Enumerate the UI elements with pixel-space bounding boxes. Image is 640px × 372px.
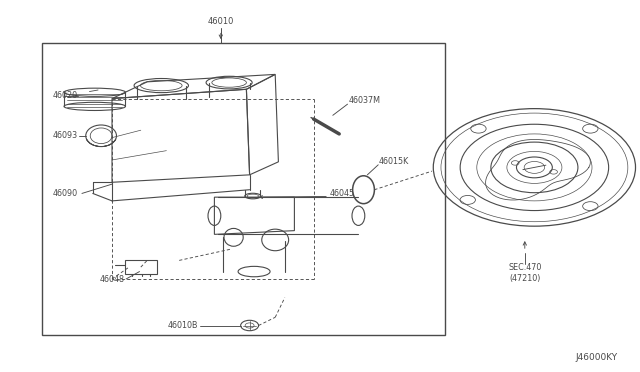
Bar — [125, 260, 157, 274]
Text: (47210): (47210) — [509, 275, 541, 283]
Text: 46045: 46045 — [330, 189, 355, 198]
Text: SEC.470: SEC.470 — [508, 263, 541, 272]
Text: J46000KY: J46000KY — [575, 353, 618, 362]
Text: 46037M: 46037M — [349, 96, 381, 105]
Text: 46020: 46020 — [53, 92, 78, 100]
Text: 46010: 46010 — [207, 17, 234, 26]
Text: 46015K: 46015K — [379, 157, 409, 166]
Text: 46010B: 46010B — [168, 321, 198, 330]
Text: 46093: 46093 — [53, 131, 78, 140]
Text: 46090: 46090 — [53, 189, 78, 198]
Bar — [42, 43, 445, 335]
Text: 46048: 46048 — [99, 275, 124, 283]
